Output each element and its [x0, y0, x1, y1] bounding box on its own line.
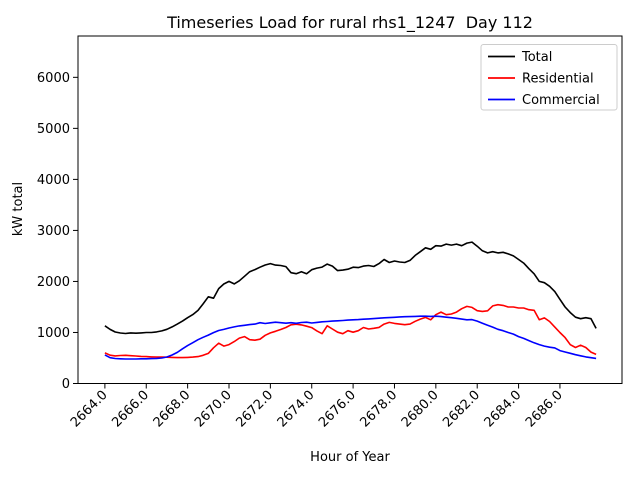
legend-label-commercial: Commercial: [522, 93, 600, 108]
x-tick-label: 2678.0: [358, 388, 401, 431]
legend-label-residential: Residential: [522, 72, 594, 87]
data-series: [104, 241, 597, 360]
x-tick-label: 2666.0: [109, 388, 152, 431]
x-tick-label: 2668.0: [151, 388, 194, 431]
series-line-total: [104, 241, 597, 335]
y-tick-label: 4000: [37, 173, 70, 188]
plot-spines: [77, 35, 623, 384]
x-tick-label: 2672.0: [233, 388, 276, 431]
x-tick-label: 2682.0: [440, 388, 483, 431]
x-tick-label: 2674.0: [275, 388, 318, 431]
chart-title: Timeseries Load for rural rhs1_1247 Day …: [166, 13, 533, 33]
x-tick-label: 2684.0: [482, 388, 525, 431]
series-line-commercial: [104, 315, 597, 360]
x-tick-label: 2686.0: [523, 388, 566, 431]
series-line-residential: [104, 303, 597, 359]
x-axis-label: Hour of Year: [310, 450, 390, 465]
legend-label-total: Total: [521, 50, 552, 65]
y-tick-label: 2000: [37, 275, 70, 290]
y-tick-label: 0: [62, 377, 70, 392]
legend-box: [480, 44, 618, 111]
y-tick-label: 6000: [37, 71, 70, 86]
x-tick-label: 2680.0: [399, 388, 442, 431]
y-tick-label: 5000: [37, 122, 70, 137]
y-tick-label: 3000: [37, 224, 70, 239]
y-tick-label: 1000: [37, 326, 70, 341]
x-tick-label: 2670.0: [192, 388, 235, 431]
x-tick-label: 2676.0: [316, 388, 359, 431]
y-axis-label: kW total: [11, 182, 26, 236]
legend: Total Residential Commercial: [480, 44, 618, 111]
x-tick-label: 2664.0: [68, 388, 111, 431]
